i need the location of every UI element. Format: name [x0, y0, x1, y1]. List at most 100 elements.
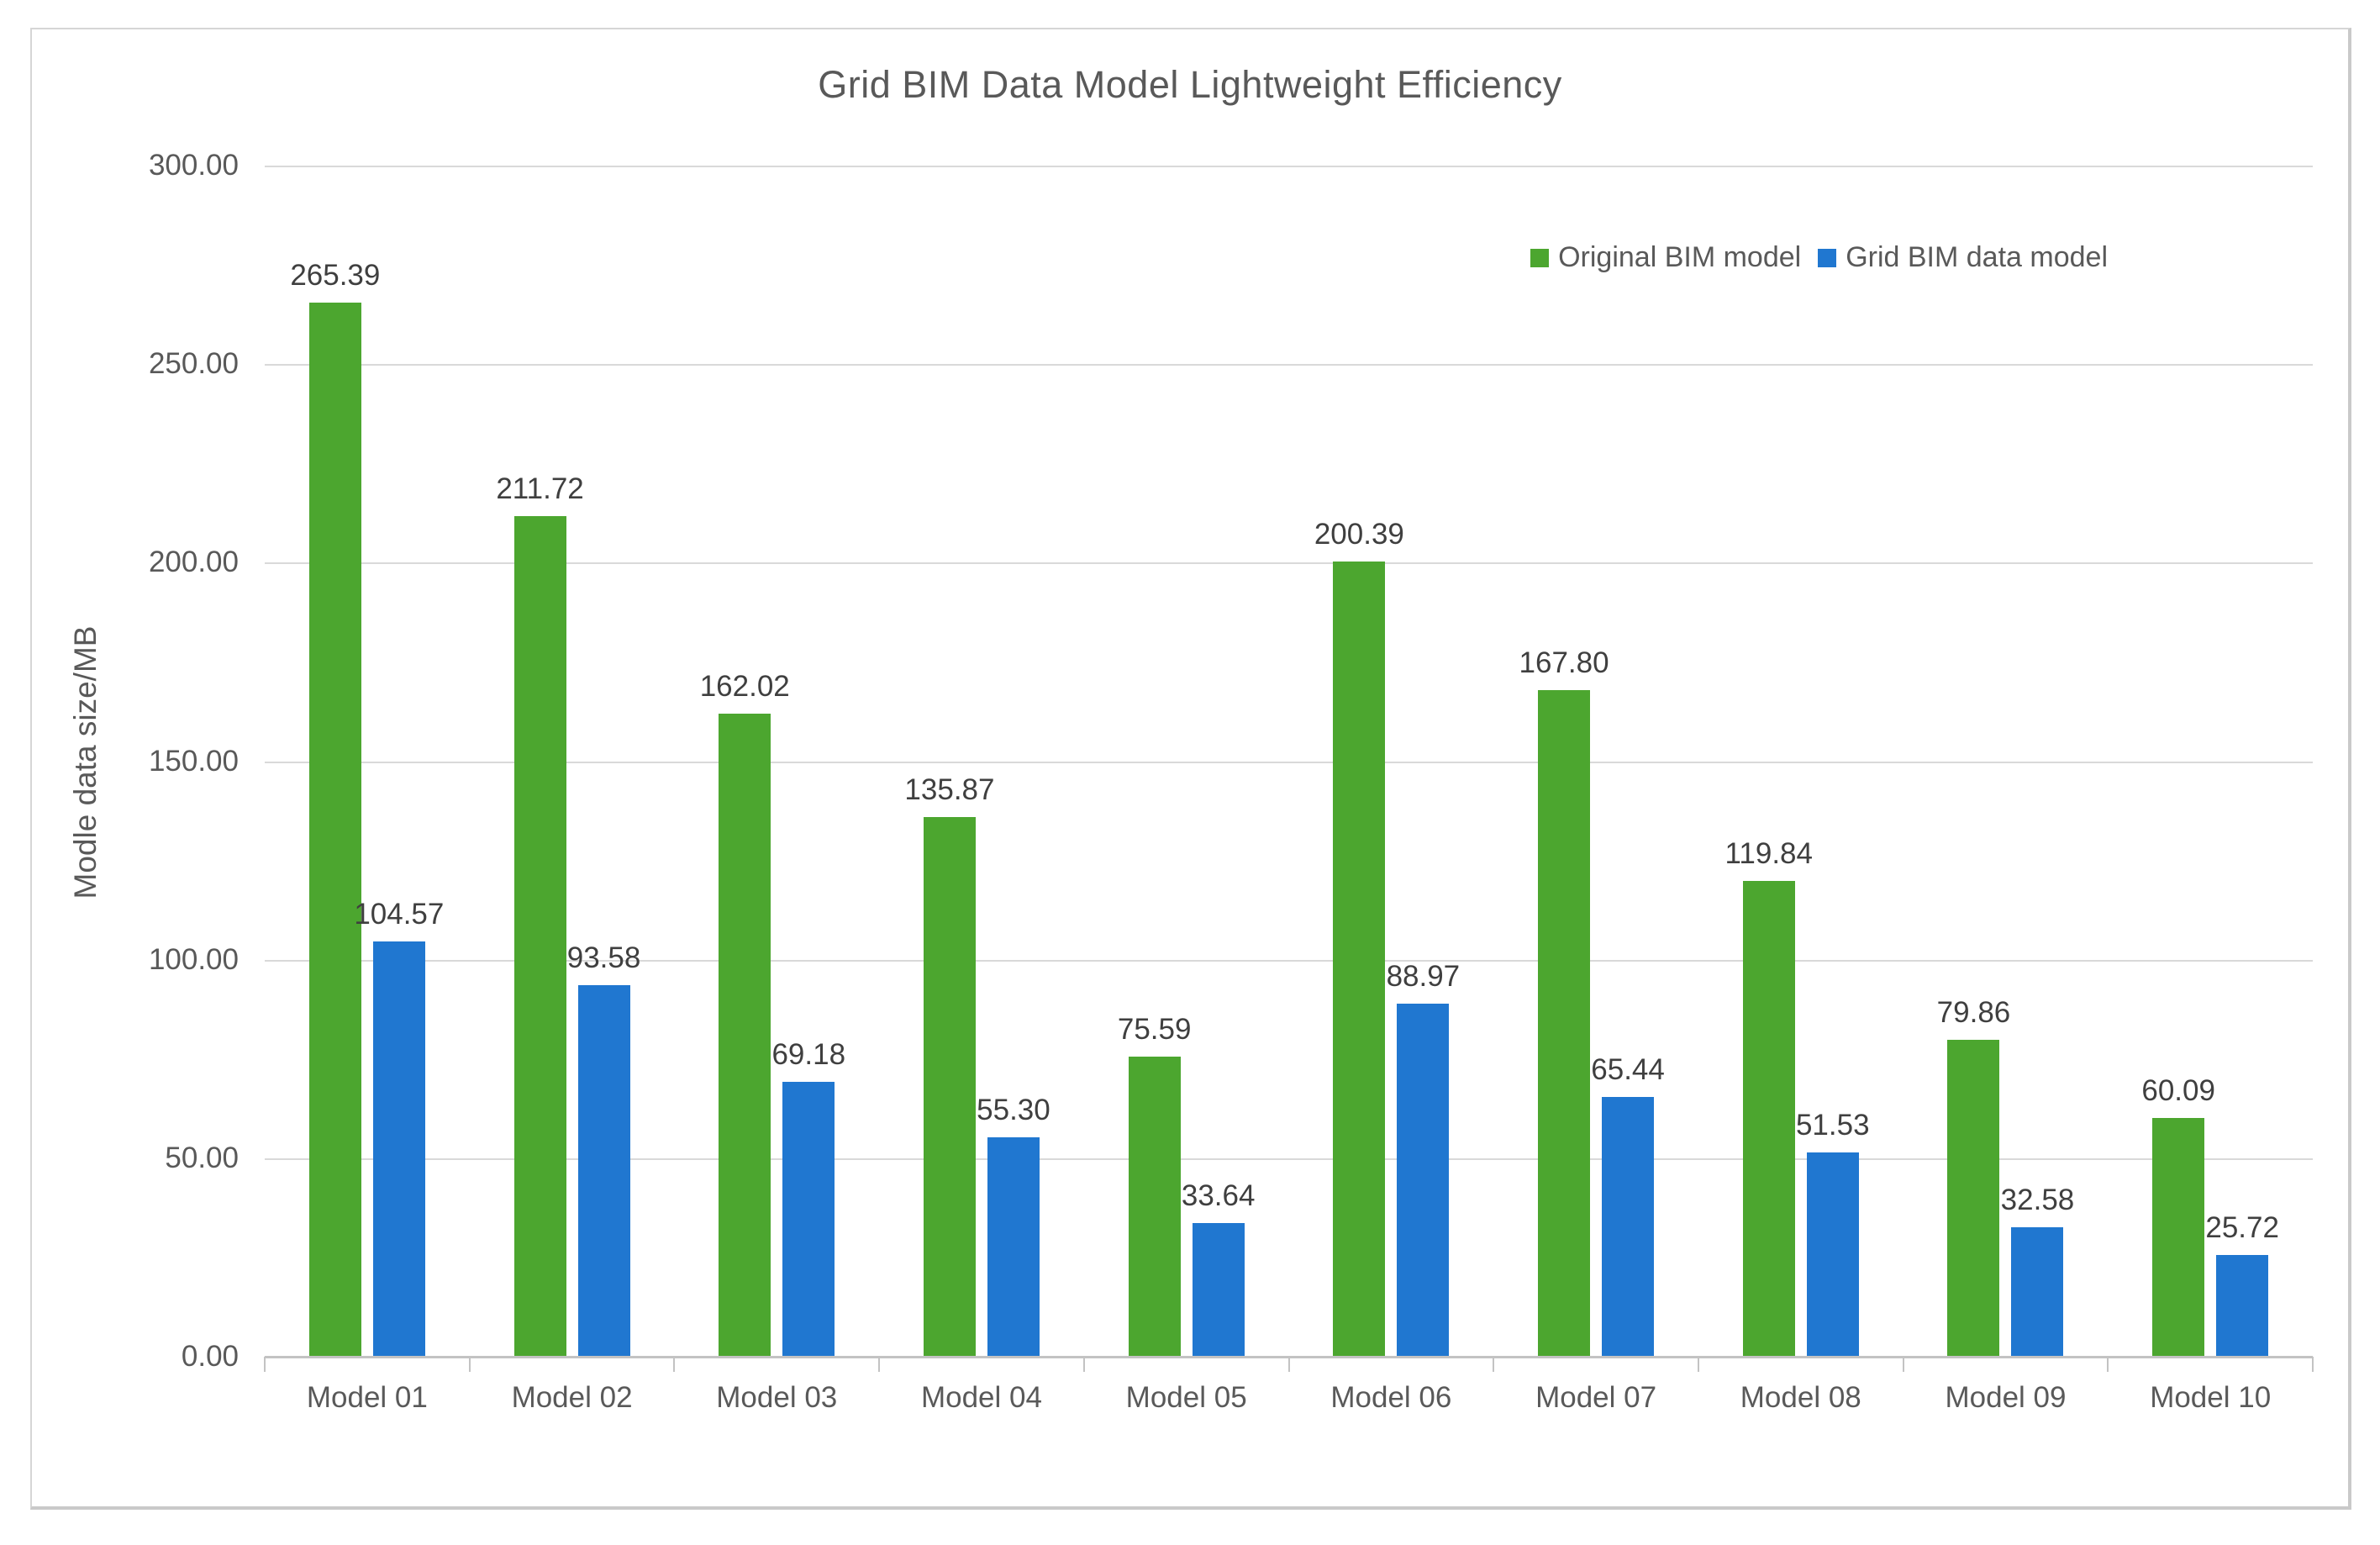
chart-title: Grid BIM Data Model Lightweight Efficien… — [818, 63, 1562, 106]
gridline — [265, 166, 2313, 167]
bar-original-bim-model: 200.39 — [1314, 518, 1404, 1357]
bar-value-label: 200.39 — [1314, 517, 1404, 551]
bar-original-bim-model: 135.87 — [904, 773, 994, 1357]
x-tick-label: Model 10 — [2150, 1381, 2272, 1414]
bar-value-label: 167.80 — [1519, 646, 1609, 680]
bar-cluster: 200.39 88.97 — [1314, 166, 1460, 1357]
bar-grid-bim-data-model: 55.30 — [977, 1094, 1050, 1357]
bar-group-model-06: 200.39 88.97 — [1289, 166, 1494, 1357]
bar-value-label: 32.58 — [2000, 1184, 2075, 1217]
bar-value-label: 211.72 — [496, 472, 584, 505]
legend-item-original-bim-model: Original BIM model — [1530, 241, 1801, 274]
bar-cluster: 75.59 33.64 — [1118, 166, 1255, 1357]
bar-grid-bim-data-model: 65.44 — [1591, 1053, 1665, 1357]
bar-value-label: 69.18 — [771, 1038, 846, 1072]
bar-value-label: 88.97 — [1386, 959, 1461, 993]
legend-label: Grid BIM data model — [1846, 241, 2108, 273]
bar-original-bim-model: 60.09 — [2141, 1074, 2215, 1357]
bar-original-bim-model: 167.80 — [1519, 646, 1609, 1357]
bar-original-bim-model: 75.59 — [1118, 1013, 1191, 1357]
x-tick-label: Model 03 — [716, 1381, 838, 1414]
gridline — [265, 1157, 2313, 1160]
x-tick-label: Model 07 — [1535, 1381, 1657, 1414]
bar-grid-bim-data-model: 33.64 — [1182, 1179, 1255, 1357]
bar-grid-bim-data-model: 51.53 — [1796, 1109, 1870, 1357]
gridline — [265, 959, 2313, 962]
y-axis-tick-labels: 300.00 250.00 200.00 150.00 100.00 50.00 0.00 — [32, 149, 239, 1373]
bar-original-bim-model: 211.72 — [496, 472, 584, 1357]
x-tick-label: Model 01 — [306, 1381, 428, 1414]
bar-grid-bim-data-model: 93.58 — [567, 941, 640, 1357]
x-axis-tick-mark — [878, 1357, 881, 1372]
gridline — [265, 761, 2313, 763]
y-tick-label: 200.00 — [148, 546, 239, 579]
bar-value-label: 79.86 — [1936, 995, 2011, 1029]
bar-value-label: 51.53 — [1795, 1108, 1870, 1142]
bar-value-label: 162.02 — [699, 669, 790, 703]
bar-value-label: 33.64 — [1181, 1179, 1256, 1213]
bar-cluster: 79.86 32.58 — [1937, 166, 2074, 1357]
bar-original-bim-model: 119.84 — [1725, 837, 1813, 1357]
bar-group-model-04: 135.87 55.30 — [879, 166, 1084, 1357]
bar-group-model-07: 167.80 65.44 — [1493, 166, 1698, 1357]
bar-group-model-09: 79.86 32.58 — [1903, 166, 2109, 1357]
x-axis-tick-mark — [1902, 1357, 1904, 1372]
y-tick-label: 150.00 — [148, 744, 239, 778]
bar-grid-bim-data-model: 69.18 — [771, 1038, 845, 1357]
x-axis-tick-mark — [264, 1357, 266, 1372]
bar-grid-bim-data-model: 88.97 — [1387, 960, 1460, 1357]
bar-value-label: 55.30 — [977, 1093, 1050, 1126]
x-axis-tick-mark — [1697, 1357, 1699, 1372]
bar-original-bim-model: 265.39 — [290, 259, 380, 1357]
bar-value-label: 75.59 — [1117, 1012, 1192, 1046]
x-tick-label: Model 06 — [1330, 1381, 1452, 1414]
bar-group-model-08: 119.84 51.53 — [1698, 166, 1903, 1357]
bar-group-model-10: 60.09 25.72 — [2108, 166, 2313, 1357]
bar-cluster: 265.39 104.57 — [290, 166, 444, 1357]
gridline — [265, 364, 2313, 366]
x-axis-tick-mark — [673, 1357, 676, 1372]
bar-cluster: 167.80 65.44 — [1519, 166, 1665, 1357]
x-tick-label: Model 02 — [511, 1381, 633, 1414]
x-tick-label: Model 04 — [920, 1381, 1042, 1414]
bar-value-label: 119.84 — [1724, 836, 1813, 870]
y-tick-label: 250.00 — [148, 347, 239, 381]
y-tick-label: 100.00 — [148, 942, 239, 976]
y-tick-label: 0.00 — [181, 1340, 239, 1373]
x-tick-label: Model 09 — [1945, 1381, 2067, 1414]
bar-cluster: 119.84 51.53 — [1725, 166, 1870, 1357]
bar-grid-bim-data-model: 32.58 — [2001, 1184, 2074, 1357]
bar-value-label: 265.39 — [290, 259, 381, 293]
bar-cluster: 162.02 69.18 — [700, 166, 845, 1357]
bar-value-label: 135.87 — [904, 773, 995, 807]
bar-value-label: 65.44 — [1591, 1052, 1665, 1086]
x-axis-tick-mark — [1082, 1357, 1085, 1372]
x-axis-tick-mark — [1493, 1357, 1495, 1372]
bar-original-bim-model: 79.86 — [1937, 996, 2010, 1357]
bar-grid-bim-data-model: 25.72 — [2205, 1211, 2279, 1357]
bar-group-model-01: 265.39 104.57 — [265, 166, 470, 1357]
bar-cluster: 135.87 55.30 — [904, 166, 1050, 1357]
y-tick-label: 300.00 — [148, 149, 239, 182]
chart-frame: Grid BIM Data Model Lightweight Efficien… — [30, 28, 2351, 1510]
x-tick-label: Model 08 — [1740, 1381, 1861, 1414]
bar-original-bim-model: 162.02 — [700, 670, 790, 1357]
bar-cluster: 211.72 93.58 — [496, 166, 640, 1357]
legend-swatch-icon — [1530, 248, 1550, 267]
gridline — [265, 562, 2313, 565]
x-axis-tick-mark — [468, 1357, 471, 1372]
x-tick-label: Model 05 — [1125, 1381, 1247, 1414]
bar-grid-bim-data-model: 104.57 — [354, 898, 444, 1357]
bar-value-label: 104.57 — [354, 898, 445, 931]
x-axis-labels: Model 01 Model 02 Model 03 Model 04 Model 05… — [265, 1381, 2313, 1415]
x-axis-tick-mark — [2312, 1357, 2314, 1372]
legend-label: Original BIM model — [1558, 241, 1802, 273]
bar-group-model-02: 211.72 93.58 — [470, 166, 675, 1357]
plot-area: 265.39 104.57 211.72 93.58 162.02 69.18 135.87… — [264, 166, 2314, 1372]
bar-value-label: 93.58 — [566, 941, 641, 974]
legend-item-grid-bim-data-model: Grid BIM data model — [1818, 241, 2108, 274]
bar-series-container: 265.39 104.57 211.72 93.58 162.02 69.18 135.87… — [265, 166, 2313, 1357]
x-axis-tick-mark — [2107, 1357, 2109, 1372]
bar-group-model-05: 75.59 33.64 — [1084, 166, 1289, 1357]
x-axis-tick-mark — [1287, 1357, 1290, 1372]
